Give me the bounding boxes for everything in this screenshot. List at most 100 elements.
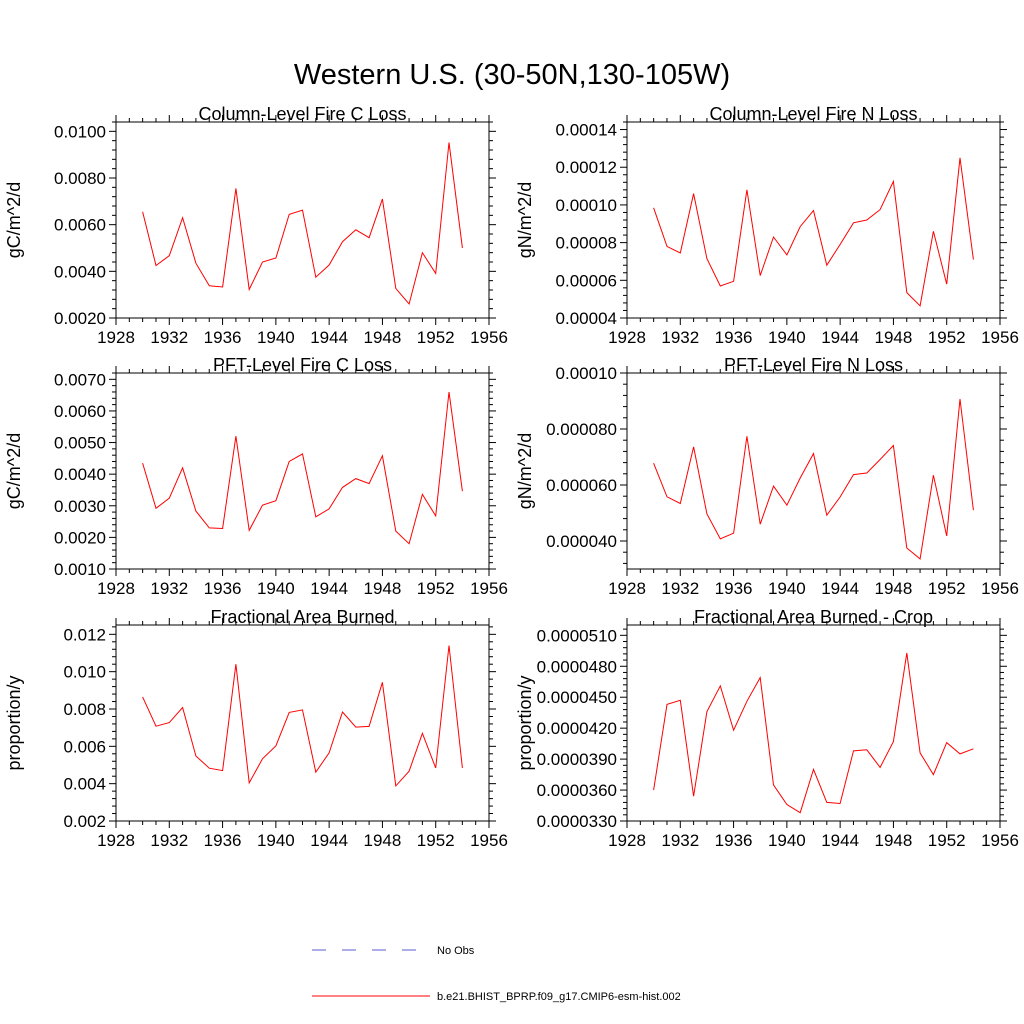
panel-title: PFT-Level Fire N Loss xyxy=(724,355,903,375)
x-tick-label: 1956 xyxy=(470,328,508,347)
y-tick-label: 0.00006 xyxy=(556,271,617,290)
legend-entry-no-obs: No Obs xyxy=(312,945,475,957)
y-tick-label: 0.0040 xyxy=(54,465,106,484)
y-tick-label: 0.0080 xyxy=(54,169,106,188)
x-tick-label: 1956 xyxy=(470,831,508,850)
y-tick-label: 0.00014 xyxy=(556,121,617,140)
y-tick-label: 0.0000480 xyxy=(537,657,617,676)
y-tick-label: 0.0040 xyxy=(54,262,106,281)
y-axis-label: gN/m^2/d xyxy=(515,182,535,258)
x-tick-label: 1928 xyxy=(608,831,646,850)
x-tick-label: 1948 xyxy=(875,831,913,850)
y-axis-label: proportion/y xyxy=(4,675,24,770)
y-tick-label: 0.0010 xyxy=(54,560,106,579)
figure-title: Western U.S. (30-50N,130-105W) xyxy=(294,59,730,91)
y-tick-label: 0.0000360 xyxy=(537,781,617,800)
y-tick-label: 0.006 xyxy=(63,737,106,756)
y-tick-label: 0.00012 xyxy=(556,158,617,177)
x-tick-label: 1944 xyxy=(310,328,348,347)
x-tick-label: 1952 xyxy=(928,831,966,850)
x-tick-label: 1936 xyxy=(715,579,753,598)
x-tick-label: 1936 xyxy=(715,328,753,347)
x-tick-label: 1944 xyxy=(310,831,348,850)
plot-frame xyxy=(115,624,490,822)
y-axis-label: gC/m^2/d xyxy=(4,182,24,258)
series-line xyxy=(142,645,463,788)
y-axis-label: gN/m^2/d xyxy=(515,433,535,509)
y-tick-label: 0.00010 xyxy=(556,196,617,215)
x-tick-label: 1944 xyxy=(310,579,348,598)
plot-frame xyxy=(626,372,1001,570)
chart-panel: Column-Level Fire N Loss gN/m^2/d 1928 1932… xyxy=(515,104,1019,347)
x-tick-label: 1956 xyxy=(470,579,508,598)
chart-panel: PFT-Level Fire N Loss gN/m^2/d 1928 1932 193… xyxy=(515,355,1019,598)
x-tick-label: 1928 xyxy=(608,579,646,598)
chart-panel: Column-Level Fire C Loss gC/m^2/d 1928 1932… xyxy=(4,104,508,347)
y-tick-label: 0.0060 xyxy=(54,402,106,421)
y-tick-label: 0.0060 xyxy=(54,216,106,235)
x-tick-label: 1952 xyxy=(417,831,455,850)
y-tick-label: 0.0000420 xyxy=(537,719,617,738)
x-tick-label: 1928 xyxy=(97,579,135,598)
x-tick-label: 1940 xyxy=(257,579,295,598)
x-tick-label: 1936 xyxy=(204,831,242,850)
y-tick-label: 0.00008 xyxy=(556,234,617,253)
x-tick-label: 1952 xyxy=(928,328,966,347)
y-tick-label: 0.008 xyxy=(63,700,106,719)
x-tick-label: 1932 xyxy=(661,579,699,598)
y-tick-label: 0.0050 xyxy=(54,434,106,453)
y-tick-label: 0.002 xyxy=(63,812,106,831)
x-tick-label: 1936 xyxy=(204,579,242,598)
chart-panel: Fractional Area Burned proportion/y 1928 19… xyxy=(4,607,508,850)
x-tick-label: 1948 xyxy=(364,328,402,347)
y-tick-label: 0.012 xyxy=(63,625,106,644)
x-tick-label: 1944 xyxy=(821,579,859,598)
plot-frame xyxy=(115,372,490,570)
series-line xyxy=(142,142,463,306)
series-line xyxy=(653,157,974,307)
x-tick-label: 1928 xyxy=(608,328,646,347)
x-tick-label: 1940 xyxy=(768,328,806,347)
x-tick-label: 1952 xyxy=(417,579,455,598)
x-tick-label: 1944 xyxy=(821,831,859,850)
x-tick-label: 1936 xyxy=(204,328,242,347)
y-tick-label: 0.0000390 xyxy=(537,750,617,769)
x-tick-label: 1932 xyxy=(661,831,699,850)
chart-panel: PFT-Level Fire C Loss gC/m^2/d 1928 1932 193… xyxy=(4,355,508,598)
x-tick-label: 1948 xyxy=(875,579,913,598)
series-line xyxy=(653,652,974,814)
series-line xyxy=(142,391,463,545)
legend-label-model-run: b.e21.BHIST_BPRP.f09_g17.CMIP6-esm-hist.… xyxy=(437,991,681,1003)
plot-frame xyxy=(626,121,1001,319)
y-tick-label: 0.0070 xyxy=(54,370,106,389)
y-tick-label: 0.00010 xyxy=(556,364,617,383)
panel-title: Fractional Area Burned - Crop xyxy=(694,607,933,627)
x-tick-label: 1936 xyxy=(715,831,753,850)
y-tick-label: 0.004 xyxy=(63,775,106,794)
y-tick-label: 0.00004 xyxy=(556,309,617,328)
x-tick-label: 1948 xyxy=(875,328,913,347)
x-tick-label: 1928 xyxy=(97,328,135,347)
y-tick-label: 0.0000330 xyxy=(537,812,617,831)
y-tick-label: 0.0030 xyxy=(54,497,106,516)
y-axis-label: gC/m^2/d xyxy=(4,433,24,509)
x-tick-label: 1940 xyxy=(257,328,295,347)
panel-title: PFT-Level Fire C Loss xyxy=(213,355,392,375)
x-tick-label: 1956 xyxy=(981,328,1019,347)
plot-frame xyxy=(115,121,490,319)
panel-title: Fractional Area Burned xyxy=(210,607,394,627)
y-tick-label: 0.0100 xyxy=(54,122,106,141)
panel-grid: Column-Level Fire C Loss gC/m^2/d 1928 1932… xyxy=(4,104,1019,850)
x-tick-label: 1932 xyxy=(150,831,188,850)
y-axis-label: proportion/y xyxy=(515,675,535,770)
y-tick-label: 0.000060 xyxy=(546,476,617,495)
chart-panel: Fractional Area Burned - Crop proportion/… xyxy=(515,607,1019,850)
legend-entry-model-run: b.e21.BHIST_BPRP.f09_g17.CMIP6-esm-hist.… xyxy=(312,991,681,1003)
y-tick-label: 0.000040 xyxy=(546,532,617,551)
y-tick-label: 0.000080 xyxy=(546,420,617,439)
series-line xyxy=(653,398,974,560)
y-tick-label: 0.0000450 xyxy=(537,688,617,707)
y-tick-label: 0.0020 xyxy=(54,528,106,547)
x-tick-label: 1956 xyxy=(981,579,1019,598)
x-tick-label: 1948 xyxy=(364,831,402,850)
